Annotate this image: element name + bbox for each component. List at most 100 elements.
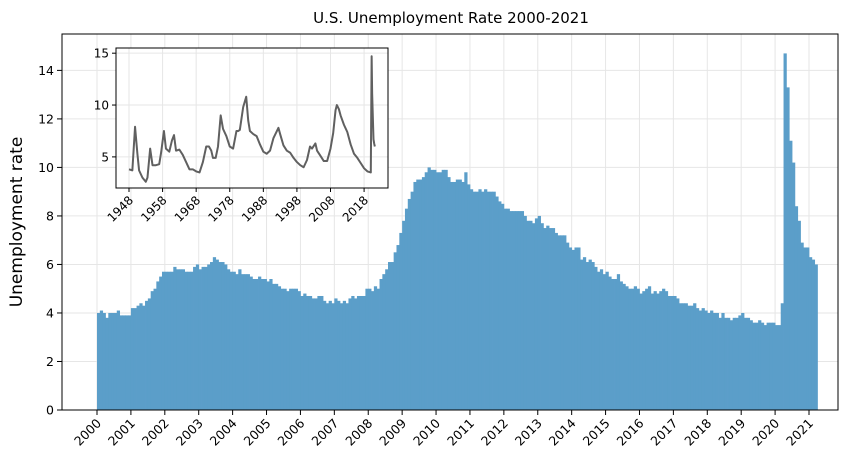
bar (806, 247, 810, 410)
bar (311, 298, 315, 410)
bar (413, 181, 417, 410)
bar (580, 259, 584, 410)
bar (116, 310, 121, 410)
bar (690, 305, 694, 410)
bar (622, 283, 626, 410)
bar (291, 288, 296, 410)
bar (373, 286, 378, 410)
bar (187, 271, 191, 410)
bar (667, 295, 671, 410)
bar (258, 276, 262, 410)
bar (509, 211, 513, 410)
bar (407, 198, 412, 410)
bar (684, 303, 688, 410)
bar (136, 305, 140, 410)
bar (746, 317, 751, 410)
bar (797, 220, 801, 410)
bar (99, 310, 104, 410)
bar (608, 276, 612, 410)
bar (783, 53, 787, 410)
bar (339, 303, 344, 410)
bar (574, 247, 578, 410)
bar (707, 312, 711, 410)
bar (489, 191, 493, 410)
bar (328, 300, 332, 410)
bar (224, 264, 228, 410)
bar (190, 271, 194, 410)
bar (543, 228, 547, 410)
bar (272, 283, 276, 410)
x-tick-label: 2013 (512, 416, 545, 449)
bar (354, 298, 358, 410)
bar (229, 271, 234, 410)
bar (153, 288, 157, 410)
bar (193, 266, 197, 410)
bar (210, 262, 214, 410)
y-axis-ticks: 0 2 4 6 8 10 12 14 (38, 63, 62, 418)
bar (433, 169, 437, 410)
bar (365, 288, 369, 410)
bar (526, 220, 530, 410)
bar (368, 288, 372, 410)
bar (780, 303, 784, 410)
bar (419, 179, 423, 410)
bar (274, 283, 279, 410)
bar (246, 274, 250, 410)
inset-x-axis-ticks: 1948 1958 1968 1978 1988 1998 2008 2018 (105, 188, 371, 225)
bar (486, 191, 491, 410)
bar (718, 317, 722, 410)
bar (306, 295, 310, 410)
bar (712, 312, 717, 410)
bar (212, 257, 217, 410)
bar (599, 269, 604, 410)
x-tick-label: 2016 (613, 415, 646, 448)
inset-x-tick-label: 1998 (273, 193, 304, 224)
bar (501, 203, 505, 410)
bar (469, 189, 474, 410)
bar (241, 274, 245, 410)
bar (323, 300, 327, 410)
bar (263, 279, 267, 410)
bar (529, 220, 533, 410)
inset-x-tick-label: 2008 (306, 193, 337, 224)
bar (551, 228, 556, 410)
bar (226, 269, 231, 410)
bar (549, 228, 553, 410)
bar (472, 191, 476, 410)
bar (650, 293, 654, 410)
bar (452, 181, 457, 410)
bar (113, 312, 118, 410)
bar (727, 317, 731, 410)
bar (170, 271, 174, 410)
bar (594, 266, 598, 410)
bar (710, 310, 714, 410)
bar (721, 312, 725, 410)
bar (814, 264, 818, 410)
x-tick-label: 2017 (647, 416, 680, 449)
bar (105, 317, 109, 410)
bar (743, 317, 748, 410)
x-tick-label: 2008 (342, 415, 375, 448)
x-tick-label: 2005 (241, 416, 274, 449)
bar (749, 320, 753, 410)
x-tick-label: 2010 (410, 415, 443, 448)
bar (455, 179, 460, 410)
bar (532, 223, 536, 410)
bar (410, 191, 414, 410)
bar (379, 279, 383, 410)
bar (758, 320, 762, 410)
bar (478, 189, 482, 410)
bar (215, 259, 219, 410)
bar (444, 169, 448, 410)
bar (289, 288, 293, 410)
bar (260, 279, 265, 410)
x-tick-label: 2021 (783, 416, 816, 449)
bar (772, 322, 776, 410)
bar (385, 269, 389, 410)
x-tick-label: 2011 (444, 416, 477, 449)
bar (164, 271, 169, 410)
bar (568, 247, 573, 410)
bar (249, 276, 253, 410)
bar (517, 211, 522, 410)
